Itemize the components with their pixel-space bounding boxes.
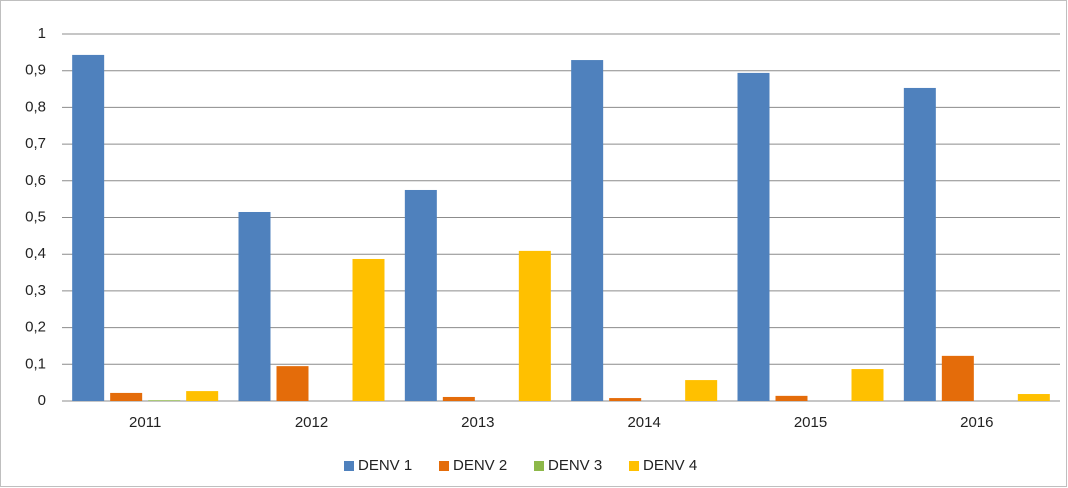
legend-label: DENV 4 — [643, 457, 697, 474]
x-tick-label: 2015 — [794, 414, 827, 431]
x-tick-label: 2012 — [295, 414, 328, 431]
legend-swatch — [344, 461, 354, 471]
bar — [352, 258, 385, 401]
bar — [72, 54, 105, 401]
bar — [442, 396, 475, 401]
y-tick-label: 0,8 — [25, 98, 46, 115]
bar — [1017, 394, 1050, 401]
legend-swatch — [629, 461, 639, 471]
bar — [737, 72, 770, 401]
bar — [571, 60, 604, 401]
x-tick-label: 2011 — [129, 414, 161, 431]
bar — [851, 369, 884, 401]
legend-label: DENV 2 — [453, 457, 507, 474]
y-tick-label: 0,5 — [25, 208, 46, 225]
x-tick-label: 2014 — [627, 414, 660, 431]
y-tick-label: 0,4 — [25, 245, 46, 262]
y-tick-label: 0,7 — [25, 135, 46, 152]
legend-label: DENV 3 — [548, 457, 602, 474]
y-tick-label: 0,1 — [25, 355, 46, 372]
bar — [941, 355, 974, 401]
y-tick-label: 0,9 — [25, 62, 46, 79]
bar — [110, 392, 143, 401]
x-tick-label: 2013 — [461, 414, 494, 431]
y-tick-label: 0,2 — [25, 319, 46, 336]
bar — [238, 211, 271, 401]
x-tick-label: 2016 — [960, 414, 993, 431]
bar — [685, 380, 718, 401]
legend-swatch — [534, 461, 544, 471]
bar — [148, 400, 181, 401]
legend-swatch — [439, 461, 449, 471]
y-tick-label: 1 — [38, 25, 46, 42]
bar — [186, 391, 219, 401]
bar — [276, 366, 309, 401]
bar — [609, 398, 642, 401]
y-tick-label: 0,6 — [25, 172, 46, 189]
legend-label: DENV 1 — [358, 457, 412, 474]
y-tick-label: 0,3 — [25, 282, 46, 299]
bar — [775, 395, 808, 401]
bar — [518, 250, 551, 401]
bar — [404, 189, 437, 401]
y-tick-label: 0 — [38, 392, 46, 409]
bar — [903, 87, 936, 401]
